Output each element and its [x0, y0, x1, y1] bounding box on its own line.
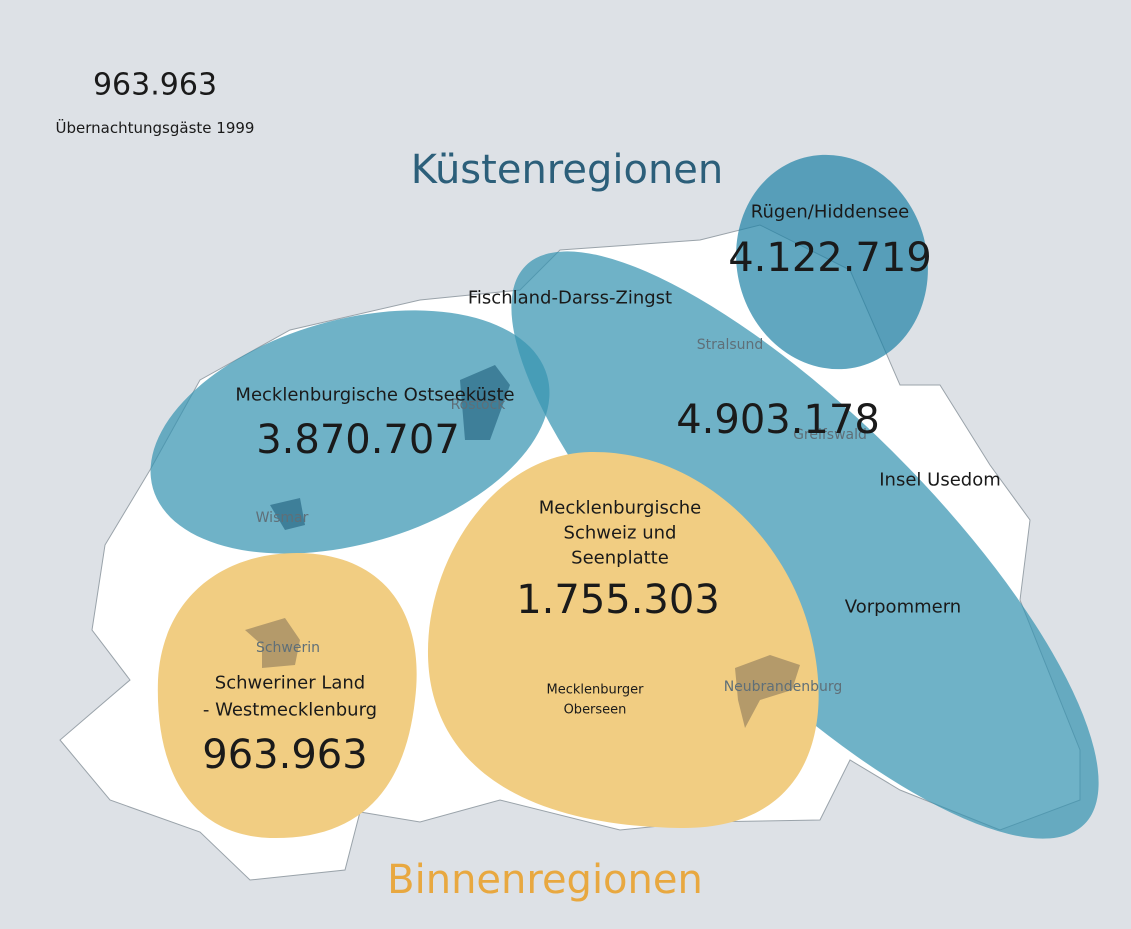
region-value: 4.903.178: [676, 397, 880, 443]
city-label: Wismar: [256, 510, 309, 526]
region-name: - Westmecklenburg: [203, 700, 377, 721]
region-seenplatte: [427, 451, 819, 829]
legend-value: 963.963: [93, 68, 217, 103]
region-value: 963.963: [202, 732, 367, 778]
region-schwerin: [157, 552, 417, 839]
region-name: Mecklenburgische Ostseeküste: [235, 385, 514, 406]
lake-label: Mecklenburger: [547, 683, 645, 698]
city-shape: [245, 618, 800, 728]
region-name: Schweriner Land: [215, 673, 365, 694]
region-name: Seenplatte: [571, 548, 669, 569]
city-label: Rostock: [451, 397, 507, 413]
city-label: Neubrandenburg: [724, 679, 843, 695]
region-value: 4.122.719: [728, 235, 932, 281]
region-name: Vorpommern: [845, 597, 961, 618]
legend-label: Übernachtungsgäste 1999: [56, 118, 255, 137]
region-name: Insel Usedom: [879, 470, 1001, 491]
heading: Binnenregionen: [387, 857, 703, 903]
region-ostseekueste: [150, 310, 550, 554]
city-label: Schwerin: [256, 640, 320, 656]
heading: Küstenregionen: [411, 147, 724, 193]
city-label: Stralsund: [697, 337, 764, 353]
region-ruegen: [736, 154, 928, 370]
lake-label: Oberseen: [564, 703, 627, 718]
region-vorpommern: [511, 251, 1099, 839]
city-label: Greifswald: [793, 427, 867, 443]
region-value: 3.870.707: [256, 417, 460, 463]
region-name: Fischland-Darss-Zingst: [468, 288, 672, 309]
region-name: Schweiz und: [564, 523, 677, 544]
city-shape: [270, 365, 510, 530]
region-name: Mecklenburgische: [539, 498, 702, 519]
region-value: 1.755.303: [516, 577, 720, 623]
region-name: Rügen/Hiddensee: [751, 202, 909, 223]
